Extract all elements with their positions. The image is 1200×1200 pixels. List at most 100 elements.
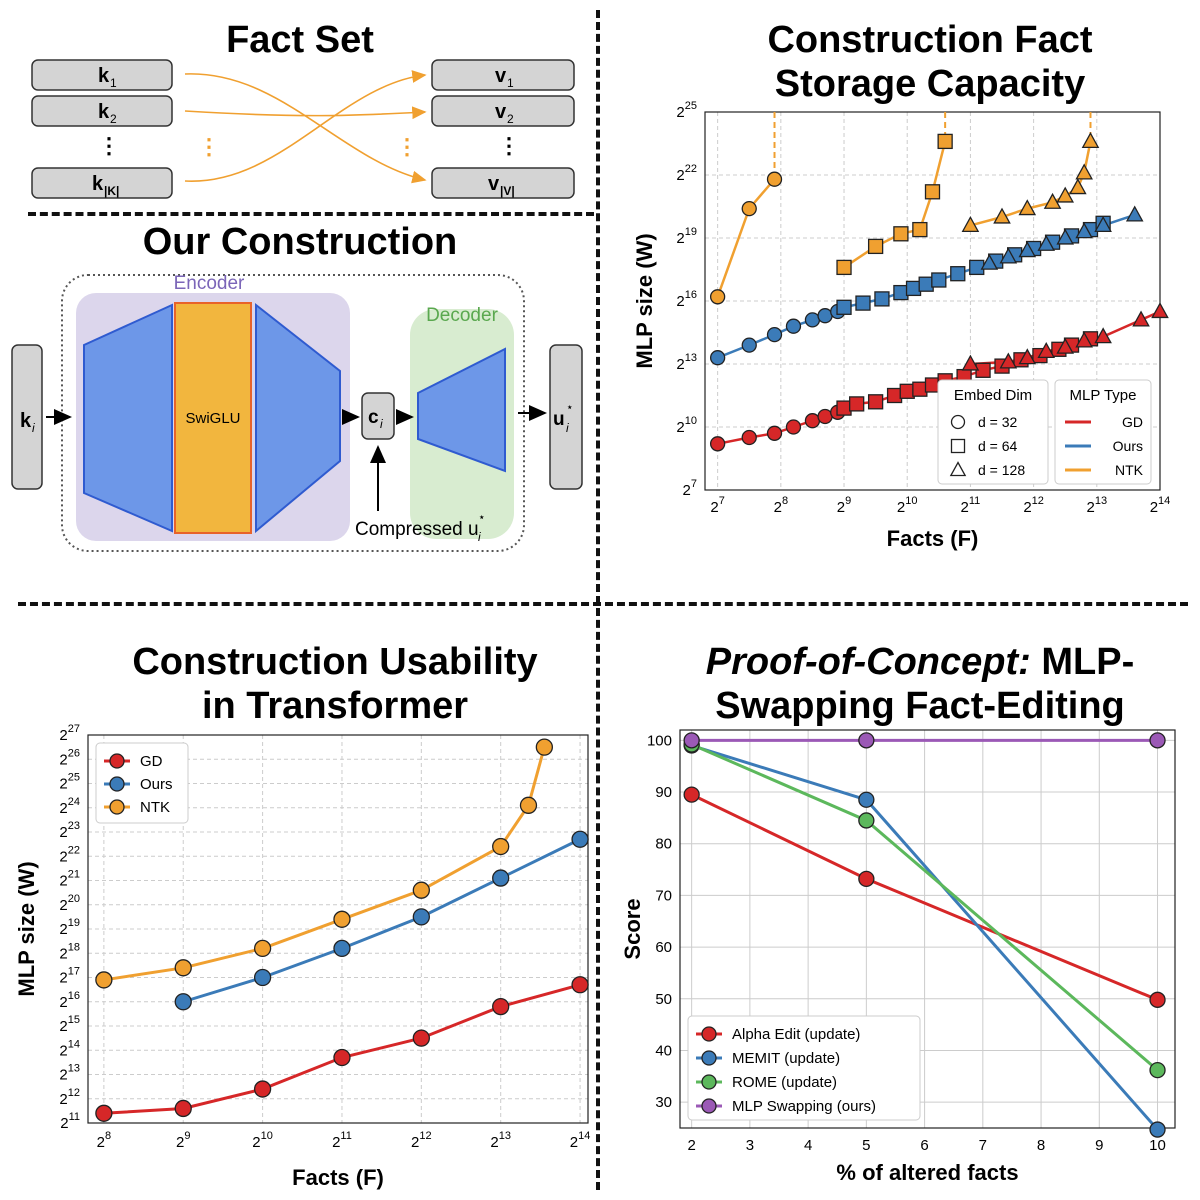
data-point-ours <box>412 908 430 926</box>
data-point-gd <box>766 425 783 441</box>
y-tick-label: 90 <box>655 784 672 801</box>
data-point-ours <box>804 312 821 328</box>
data-point-gd <box>1037 342 1056 359</box>
key-sub: |K| <box>104 184 119 198</box>
x-tick-label: 214 <box>1150 495 1171 516</box>
legend-type-title: MLP Type <box>1070 387 1137 404</box>
data-point-gd <box>1075 331 1093 348</box>
data-point-ours <box>766 326 783 343</box>
data-point-gd <box>849 396 865 412</box>
input-key-label: k <box>20 410 32 432</box>
value-sub: |V| <box>500 184 515 198</box>
x-tick-label: 10 <box>1149 1137 1166 1154</box>
data-point-gd <box>1151 302 1169 319</box>
data-point-gd <box>912 381 928 397</box>
data-point <box>858 732 875 749</box>
data-point-ours <box>1075 222 1093 239</box>
y-tick-label: 216 <box>59 990 80 1011</box>
data-point-gd <box>174 1099 192 1118</box>
legend-item: NTK <box>140 799 170 816</box>
data-point-ours <box>969 259 985 276</box>
x-tick-label: 9 <box>1095 1137 1103 1154</box>
value-sub: 1 <box>507 76 514 90</box>
y-tick-label: 40 <box>655 1042 672 1059</box>
data-point <box>683 732 700 749</box>
fact-set-diagram: k 1 k 2 ⋮ k |K| v 1 v 2 ⋮ v |V| ⋮ ⋮ <box>31 59 575 199</box>
x-axis-label: Facts (F) <box>887 526 979 551</box>
construction-title: Our Construction <box>142 221 458 263</box>
y-tick-label: 214 <box>59 1038 80 1059</box>
y-axis-label: MLP size (W) <box>14 861 39 996</box>
legend-marker <box>109 753 125 769</box>
y-tick-label: 210 <box>676 415 697 436</box>
y-tick-label: 226 <box>59 747 80 768</box>
key-sub: 1 <box>110 76 117 90</box>
legend-marker <box>109 776 125 792</box>
data-point-gd <box>333 1048 351 1067</box>
chart1-title: Construction Fact Storage Capacity <box>660 18 1200 106</box>
x-tick-label: 29 <box>176 1130 190 1151</box>
input-key-sub: i <box>32 421 35 435</box>
x-tick-label: 210 <box>897 495 918 516</box>
legend-embed-title: Embed Dim <box>954 387 1032 404</box>
legend-type-item: Ours <box>1113 438 1143 454</box>
y-tick-label: 27 <box>683 478 697 499</box>
legend <box>687 1015 921 1121</box>
output-label: u <box>553 409 565 430</box>
chart2-title-line2: in Transformer <box>201 685 469 727</box>
y-tick-label: 30 <box>655 1094 672 1111</box>
data-point-ours <box>1094 216 1112 233</box>
data-point-ntk <box>412 881 430 899</box>
x-tick-label: 213 <box>490 1130 511 1151</box>
legend-embed-marker <box>950 438 966 454</box>
data-point-gd <box>817 408 833 425</box>
x-tick-label: 211 <box>332 1130 352 1151</box>
data-point-ntk <box>1056 186 1075 203</box>
arrow-ellipsis-left: ⋮ <box>198 134 220 159</box>
data-point-gd <box>1132 310 1150 327</box>
horizontal-divider-bottom <box>18 602 1188 606</box>
encoder-label: Encoder <box>174 273 245 294</box>
chart3-title-italic: Proof-of-Concept: <box>705 641 1031 683</box>
construction-diagram: Encoder SwiGLU Decoder k i c i u i ⋆ Com… <box>11 273 583 552</box>
data-point-ntk <box>492 837 510 856</box>
value-box: v |V| <box>431 167 575 199</box>
data-point-gd <box>1056 337 1075 354</box>
data-point-gd <box>785 419 802 435</box>
data-point-ntk <box>766 171 783 187</box>
x-tick-label: 27 <box>710 495 724 516</box>
legend-marker <box>701 1098 717 1114</box>
data-point-ours <box>741 337 757 353</box>
horizontal-divider-left-upper <box>28 212 594 216</box>
chart3-title: Proof-of-Concept: MLP- Swapping Fact-Edi… <box>640 640 1200 728</box>
key-ellipsis: ⋮ <box>98 133 120 158</box>
data-point-ntk <box>924 184 941 200</box>
outer-dotted-box <box>61 274 525 552</box>
data-point-ntk <box>893 226 909 242</box>
data-point-gd <box>867 394 884 410</box>
data-point-ntk <box>961 216 980 233</box>
legend-embed-item: d = 32 <box>978 414 1018 430</box>
data-point <box>858 812 875 829</box>
legend-embed-item: d = 64 <box>978 438 1018 454</box>
series-line-ours <box>182 837 581 1004</box>
y-tick-label: 212 <box>59 1087 80 1108</box>
chart3-title-rest: MLP- <box>1030 641 1135 683</box>
legend-embed-marker <box>950 414 966 430</box>
value-label: v <box>495 101 507 123</box>
data-point-gd <box>492 997 510 1016</box>
y-tick-label: 216 <box>676 289 697 310</box>
y-tick-label: 221 <box>59 869 80 890</box>
data-point <box>1149 991 1166 1008</box>
data-point-ours <box>836 299 852 315</box>
data-point-ours <box>931 272 947 288</box>
data-point-gd <box>961 354 980 371</box>
data-point-ours <box>253 968 272 987</box>
data-point-ours <box>855 295 871 311</box>
plot-frame <box>87 734 589 1124</box>
legend-embed-marker <box>949 461 967 477</box>
data-point-ours <box>817 308 833 324</box>
data-point-gd <box>412 1029 430 1047</box>
x-tick-label: 211 <box>961 495 981 516</box>
latent-box <box>361 392 395 440</box>
